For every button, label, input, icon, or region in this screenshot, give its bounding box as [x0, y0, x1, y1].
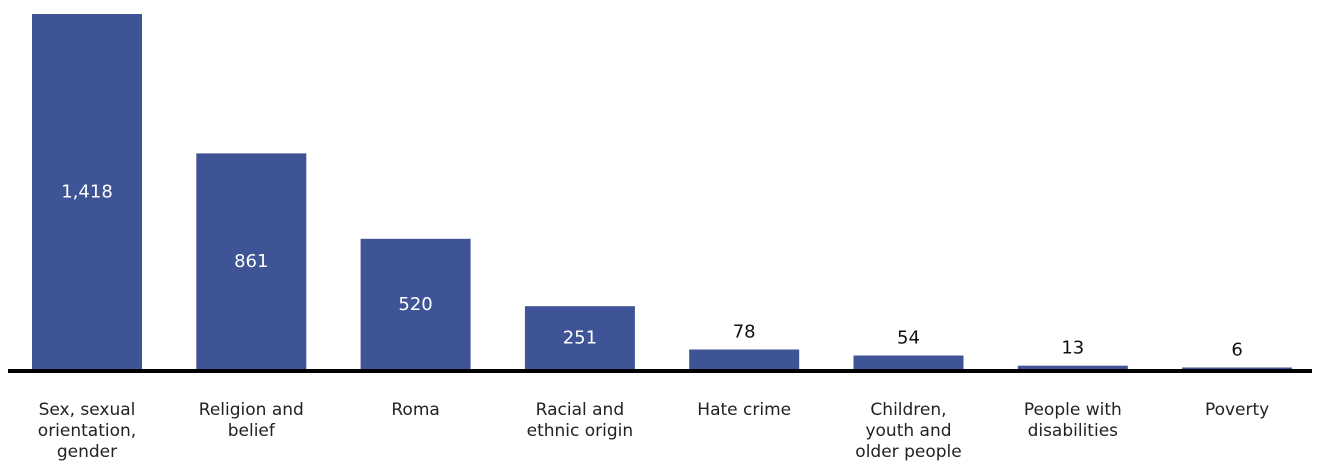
category-label: Racial and ethnic origin — [527, 400, 634, 441]
bar-value-label: 13 — [1061, 338, 1084, 359]
category-label-line: Poverty — [1205, 400, 1269, 420]
category-label: Hate crime — [697, 400, 791, 420]
category-label: Roma — [391, 400, 439, 420]
bars-group — [32, 14, 1293, 369]
category-labels-group: Sex, sexual orientation, gender Religion an… — [38, 400, 1269, 462]
category-label-line: Racial and — [536, 400, 624, 420]
bar — [32, 14, 142, 369]
bar — [524, 306, 635, 369]
bar — [1017, 365, 1128, 369]
bar — [360, 238, 471, 369]
category-label-line: Children, — [870, 400, 946, 420]
bar-value-label: 251 — [563, 328, 597, 349]
bar-value-label: 54 — [897, 328, 920, 349]
category-label-line: Religion and — [199, 400, 304, 420]
bar — [853, 355, 964, 369]
bar-value-label: 861 — [234, 251, 268, 272]
category-label-line: Sex, sexual — [39, 400, 136, 420]
category-label-line: older people — [855, 442, 961, 462]
bar — [689, 349, 800, 369]
category-label-line: gender — [57, 442, 117, 462]
category-label-line: belief — [228, 421, 276, 441]
category-label: People with disabilities — [1024, 400, 1122, 441]
category-label-line: Hate crime — [697, 400, 791, 420]
category-label-line: Roma — [391, 400, 439, 420]
category-label-line: ethnic origin — [527, 421, 634, 441]
category-label-line: disabilities — [1028, 421, 1119, 441]
category-label-line: orientation, — [38, 421, 136, 441]
category-label-line: youth and — [865, 421, 951, 441]
value-labels-group: 1,418 861 520 251 78 54 13 6 — [61, 182, 1243, 361]
bar-value-label: 1,418 — [61, 182, 113, 203]
bar — [1182, 367, 1293, 369]
bar-value-label: 78 — [733, 322, 756, 343]
bar — [196, 153, 307, 369]
bar-value-label: 6 — [1231, 340, 1242, 361]
category-label: Religion and belief — [199, 400, 304, 441]
category-label-line: People with — [1024, 400, 1122, 420]
bar-value-label: 520 — [398, 294, 432, 315]
category-label: Sex, sexual orientation, gender — [38, 400, 136, 462]
category-label: Poverty — [1205, 400, 1269, 420]
category-label: Children, youth and older people — [855, 400, 961, 462]
